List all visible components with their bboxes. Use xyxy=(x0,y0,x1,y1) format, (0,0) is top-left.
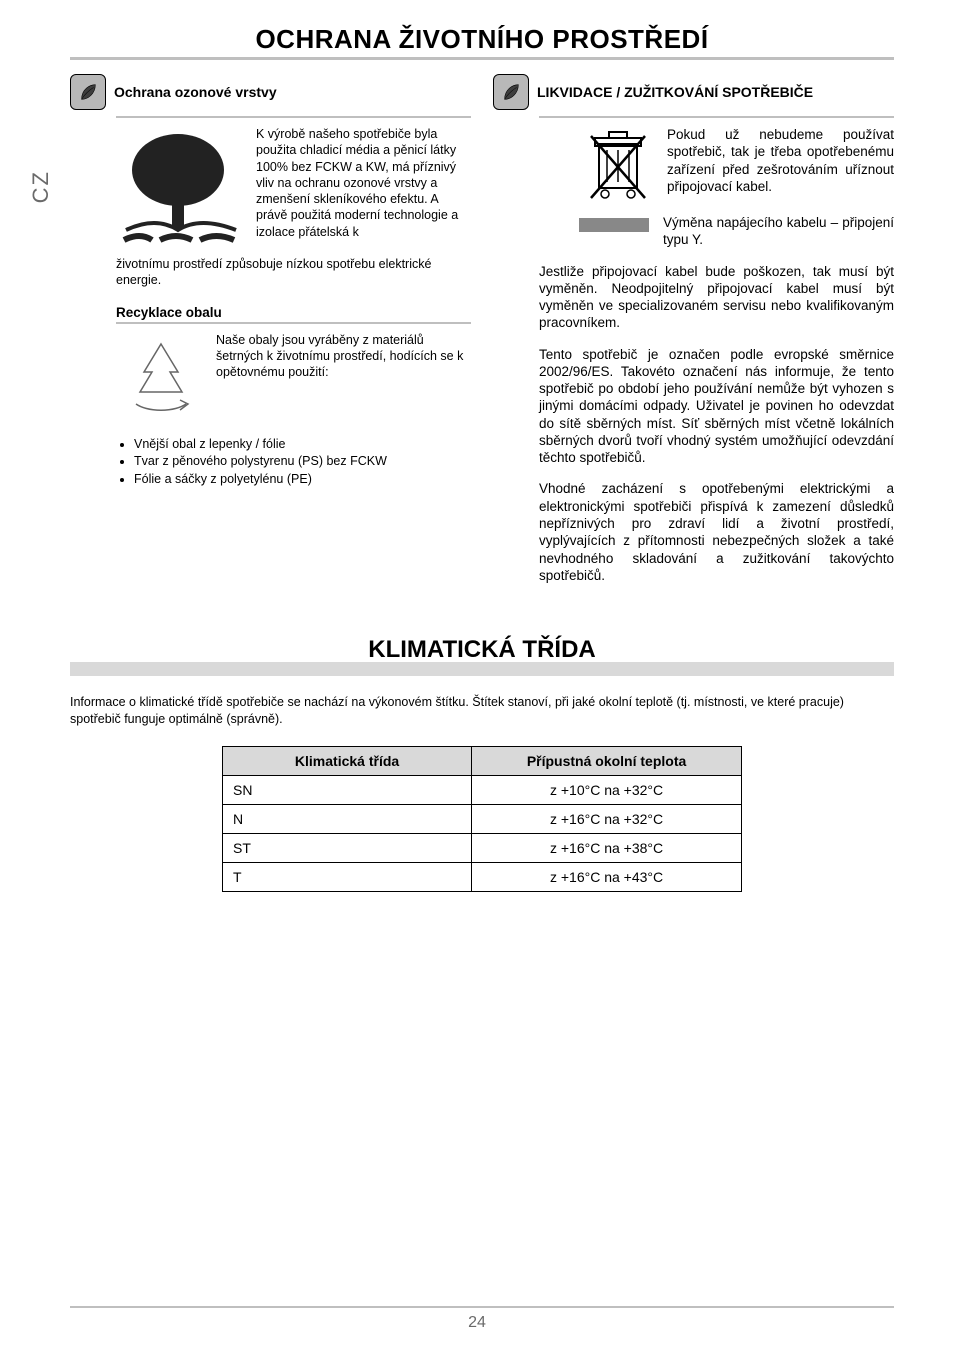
table-header-row: Klimatická třída Přípustná okolní teplot… xyxy=(223,746,742,775)
table-cell: SN xyxy=(223,775,472,804)
table-header: Přípustná okolní teplota xyxy=(472,746,742,775)
main-title-row: OCHRANA ŽIVOTNÍHO PROSTŘEDÍ xyxy=(70,24,894,60)
table-header: Klimatická třída xyxy=(223,746,472,775)
divider xyxy=(539,116,894,118)
table-row: T z +16°C na +43°C xyxy=(223,862,742,891)
table-cell: N xyxy=(223,804,472,833)
list-item: Fólie a sáčky z polyetylénu (PE) xyxy=(134,471,471,489)
table-cell: T xyxy=(223,862,472,891)
disposal-para-e: Vhodné zacházení s opotřebenými elektric… xyxy=(539,480,894,584)
table-row: ST z +16°C na +38°C xyxy=(223,833,742,862)
divider xyxy=(116,322,471,324)
climate-class-title: KLIMATICKÁ TŘÍDA xyxy=(70,636,894,664)
tree-icon xyxy=(116,128,246,252)
table-row: SN z +10°C na +32°C xyxy=(223,775,742,804)
packaging-bullet-list: Vnější obal z lepenky / fólie Tvar z pěn… xyxy=(134,436,471,489)
table-cell: z +16°C na +43°C xyxy=(472,862,742,891)
crossed-bin-icon xyxy=(579,128,657,206)
list-item: Tvar z pěnového polystyrenu (PS) bez FCK… xyxy=(134,453,471,471)
disposal-block: Pokud už nebudeme používat spotřebič, ta… xyxy=(493,126,894,249)
table-cell: ST xyxy=(223,833,472,862)
recycle-icon xyxy=(116,334,206,422)
two-column-layout: Ochrana ozonové vrstvy K výrobě našeho s… xyxy=(70,74,894,598)
table-cell: z +16°C na +38°C xyxy=(472,833,742,862)
recycling-heading: Recyklace obalu xyxy=(116,305,471,320)
leaf-icon xyxy=(70,74,106,110)
leaf-icon xyxy=(493,74,529,110)
bar-icon xyxy=(579,218,649,232)
left-subheading-row: Ochrana ozonové vrstvy xyxy=(70,74,471,110)
table-cell: z +10°C na +32°C xyxy=(472,775,742,804)
footer-divider xyxy=(70,1306,894,1308)
disposal-para-d: Tento spotřebič je označen podle evropsk… xyxy=(539,346,894,467)
page-number: 24 xyxy=(468,1314,486,1332)
list-item: Vnější obal z lepenky / fólie xyxy=(134,436,471,454)
left-column: Ochrana ozonové vrstvy K výrobě našeho s… xyxy=(70,74,471,598)
climate-class-table: Klimatická třída Přípustná okolní teplot… xyxy=(222,746,742,892)
disposal-para-c: Jestliže připojovací kabel bude poškozen… xyxy=(539,263,894,332)
right-column: LIKVIDACE / ZUŽITKOVÁNÍ SPOTŘEBIČE P xyxy=(493,74,894,598)
side-language-tab: CZ xyxy=(28,170,54,203)
disposal-para-b: Výměna napájecího kabelu – připojení typ… xyxy=(663,214,894,249)
left-subheading: Ochrana ozonové vrstvy xyxy=(114,84,277,100)
right-subheading-row: LIKVIDACE / ZUŽITKOVÁNÍ SPOTŘEBIČE xyxy=(493,74,894,110)
ozone-para-b: životnímu prostředí způsobuje nízkou spo… xyxy=(116,256,471,289)
ozone-paragraph-block: K výrobě našeho spotřebiče byla použita … xyxy=(70,126,471,289)
page-title: OCHRANA ŽIVOTNÍHO PROSTŘEDÍ xyxy=(70,24,894,55)
table-row: N z +16°C na +32°C xyxy=(223,804,742,833)
disposal-para-a: Pokud už nebudeme používat spotřebič, ta… xyxy=(493,126,894,195)
divider xyxy=(116,116,471,118)
right-subheading: LIKVIDACE / ZUŽITKOVÁNÍ SPOTŘEBIČE xyxy=(537,84,813,100)
title-band xyxy=(70,662,894,676)
table-cell: z +16°C na +32°C xyxy=(472,804,742,833)
climate-intro: Informace o klimatické třídě spotřebiče … xyxy=(70,694,894,728)
recycling-block: Naše obaly jsou vyráběny z materiálů šet… xyxy=(116,332,471,426)
